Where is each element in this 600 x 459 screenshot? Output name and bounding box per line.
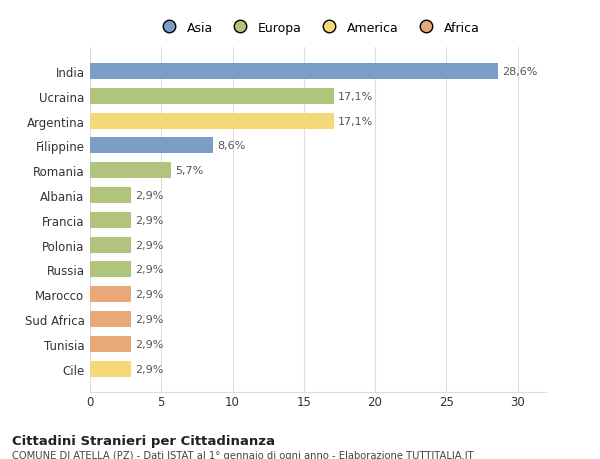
Bar (90, 262, 131, 278)
Text: 8,6%: 8,6% (217, 141, 245, 151)
Text: 2,9%: 2,9% (136, 290, 164, 300)
Bar (90, 188, 131, 204)
Text: 17,1%: 17,1% (338, 92, 373, 101)
Text: 17,1%: 17,1% (338, 117, 373, 126)
Bar (90, 361, 131, 377)
Bar (90, 89, 334, 105)
Text: 2,9%: 2,9% (136, 339, 164, 349)
Text: Cittadini Stranieri per Cittadinanza: Cittadini Stranieri per Cittadinanza (12, 434, 275, 447)
Text: 28,6%: 28,6% (502, 67, 537, 77)
Bar (90, 286, 131, 302)
Bar (90, 237, 131, 253)
Text: 2,9%: 2,9% (136, 265, 164, 275)
Text: 2,9%: 2,9% (136, 364, 164, 374)
Text: 5,7%: 5,7% (176, 166, 204, 176)
Legend: Asia, Europa, America, Africa: Asia, Europa, America, Africa (152, 17, 484, 39)
Bar (90, 64, 497, 80)
Bar (90, 113, 334, 129)
Bar (90, 163, 171, 179)
Bar (90, 336, 131, 352)
Text: 2,9%: 2,9% (136, 215, 164, 225)
Text: 2,9%: 2,9% (136, 190, 164, 201)
Text: 2,9%: 2,9% (136, 314, 164, 324)
Text: COMUNE DI ATELLA (PZ) - Dati ISTAT al 1° gennaio di ogni anno - Elaborazione TUT: COMUNE DI ATELLA (PZ) - Dati ISTAT al 1°… (12, 450, 473, 459)
Text: 2,9%: 2,9% (136, 240, 164, 250)
Bar (90, 311, 131, 327)
Bar (90, 138, 212, 154)
Bar (90, 212, 131, 229)
